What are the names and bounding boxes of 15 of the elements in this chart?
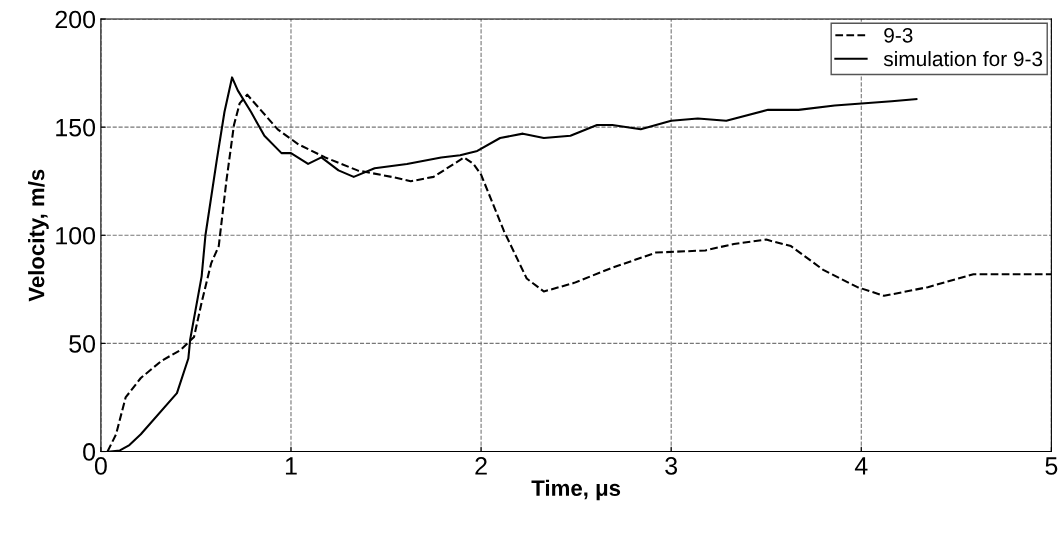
legend-label: simulation for 9-3 xyxy=(883,50,1043,67)
x-tick-label: 5 xyxy=(1045,457,1058,475)
y-tick-label: 0 xyxy=(83,443,96,461)
y-tick-label: 150 xyxy=(56,118,96,137)
y-tick-label: 100 xyxy=(56,226,96,245)
x-tick-label: 0 xyxy=(94,457,107,475)
x-tick-label: 4 xyxy=(854,457,868,475)
x-tick-label: 2 xyxy=(475,457,487,475)
legend-label: 9-3 xyxy=(884,27,913,43)
x-tick-label: 3 xyxy=(665,457,678,475)
y-axis-title: Velocity, m/s xyxy=(28,169,49,302)
x-axis-title: Time, μs xyxy=(531,479,621,501)
x-tick-label: 1 xyxy=(285,457,297,475)
y-tick-label: 200 xyxy=(55,10,96,29)
y-tick-label: 50 xyxy=(69,335,96,353)
